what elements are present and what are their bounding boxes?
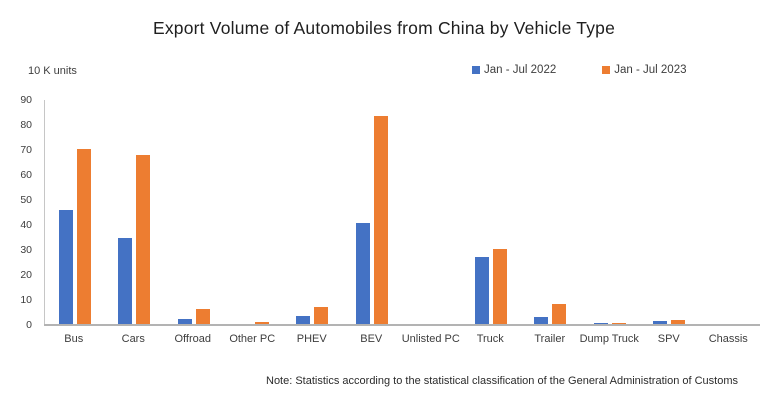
bar — [254, 322, 269, 325]
y-axis-tick-labels: 0 10 20 30 40 50 60 70 80 90 — [0, 94, 38, 331]
y-tick-label: 60 — [20, 169, 32, 182]
y-axis-units-label: 10 K units — [28, 65, 77, 77]
x-category-label: SPV — [657, 333, 680, 345]
bar-group-offroad — [164, 100, 223, 325]
x-category-label: Dump Truck — [579, 333, 639, 345]
bar — [296, 316, 311, 325]
bar — [474, 257, 489, 325]
x-category-label: Other PC — [229, 333, 276, 345]
bar — [355, 222, 370, 325]
bar — [534, 316, 549, 325]
x-axis-line — [44, 324, 760, 326]
y-tick-label: 10 — [20, 294, 32, 306]
legend-item-2023: Jan - Jul 2023 — [602, 64, 687, 76]
legend-marker-icon — [472, 66, 480, 74]
x-category-label: PHEV — [296, 333, 327, 345]
bar-group-other-pc — [223, 100, 282, 325]
bar — [593, 322, 608, 325]
bar — [118, 237, 133, 325]
bar — [136, 155, 151, 325]
bar-group-phev — [283, 100, 342, 325]
bar-group-dump-truck — [580, 100, 639, 325]
legend: Jan - Jul 2022 Jan - Jul 2023 — [472, 64, 687, 76]
bar — [177, 319, 192, 325]
bar — [373, 115, 388, 325]
y-tick-label: 70 — [20, 144, 32, 156]
x-category-label: Offroad — [174, 333, 212, 345]
legend-item-2022: Jan - Jul 2022 — [472, 64, 556, 76]
legend-label: Jan - Jul 2022 — [484, 64, 557, 76]
bar-group-chassis — [699, 100, 758, 325]
bar-group-truck — [461, 100, 520, 325]
y-tick-label: 0 — [26, 319, 32, 331]
bar-group-spv — [639, 100, 698, 325]
bar-group-bev — [342, 100, 401, 325]
legend-marker-icon — [602, 66, 611, 74]
x-category-label: BEV — [360, 333, 383, 345]
y-tick-label: 40 — [20, 219, 32, 231]
x-category-label: Trailer — [534, 333, 566, 345]
x-axis-category-labels: Bus Cars Offroad Other PC PHEV BEV Unlisted PC… — [44, 333, 758, 345]
bar — [552, 304, 567, 325]
x-category-label: Truck — [476, 333, 504, 345]
y-tick-label: 50 — [20, 194, 32, 206]
x-category-label: Bus — [64, 333, 84, 345]
bar — [314, 307, 329, 325]
bar — [58, 210, 73, 325]
x-category-label: Chassis — [708, 333, 748, 345]
plot-area — [44, 100, 758, 325]
bar — [76, 148, 91, 325]
bar-group-bus — [45, 100, 104, 325]
x-category-label: Unlisted PC — [401, 333, 460, 345]
y-tick-label: 90 — [20, 94, 32, 106]
y-tick-label: 30 — [20, 244, 32, 257]
bar — [652, 321, 667, 325]
bar-series — [45, 100, 758, 325]
bar — [492, 248, 507, 325]
bar-group-unlisted-pc — [402, 100, 461, 325]
y-tick-label: 20 — [20, 269, 32, 281]
chart-title: Export Volume of Automobiles from China … — [152, 18, 616, 38]
footnote: Note: Statistics according to the statis… — [266, 375, 738, 387]
legend-label: Jan - Jul 2023 — [614, 64, 687, 76]
x-category-label: Cars — [121, 333, 145, 345]
y-tick-label: 80 — [20, 119, 32, 131]
bar — [195, 309, 210, 325]
bar-group-trailer — [520, 100, 579, 325]
bar — [670, 319, 685, 325]
bar-group-cars — [104, 100, 163, 325]
